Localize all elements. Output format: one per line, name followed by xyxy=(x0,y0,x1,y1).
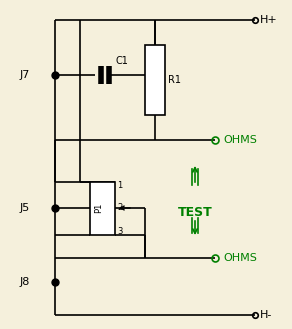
Text: H-: H- xyxy=(260,310,272,320)
Text: J8: J8 xyxy=(20,277,30,287)
Text: J7: J7 xyxy=(20,70,30,80)
Text: H+: H+ xyxy=(260,15,278,25)
Text: R1: R1 xyxy=(168,75,181,85)
Bar xyxy=(90,182,115,235)
Text: 1: 1 xyxy=(117,182,122,190)
Text: 2: 2 xyxy=(117,204,122,213)
Text: J5: J5 xyxy=(20,203,30,213)
Text: TEST: TEST xyxy=(178,206,212,218)
Text: 3: 3 xyxy=(117,226,122,236)
Text: P1: P1 xyxy=(95,203,103,213)
Bar xyxy=(145,45,165,115)
Text: OHMS: OHMS xyxy=(223,253,257,263)
Text: OHMS: OHMS xyxy=(223,135,257,145)
Text: C1: C1 xyxy=(115,56,128,66)
